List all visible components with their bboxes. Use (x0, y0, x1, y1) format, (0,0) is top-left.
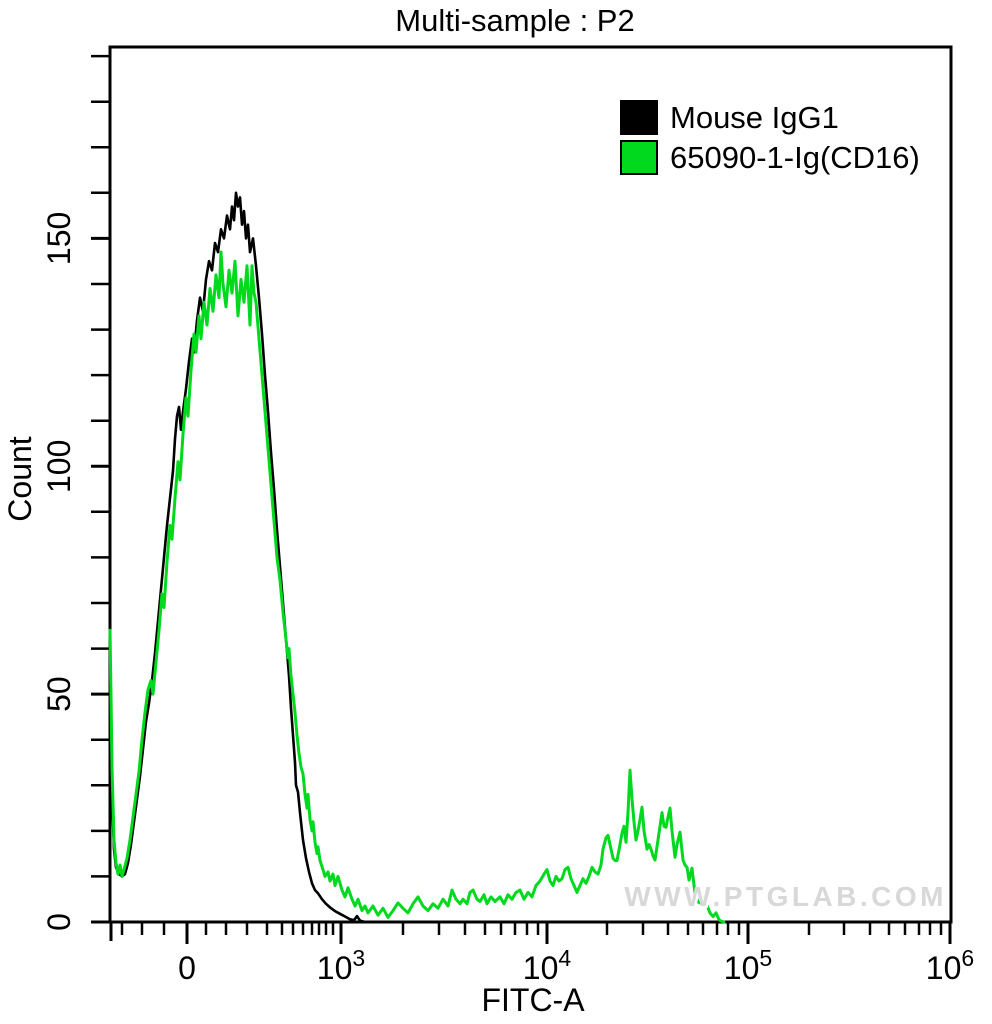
legend-label-mouse-igg1: Mouse IgG1 (670, 99, 839, 135)
y-axis-title: Count (2, 436, 38, 522)
x-tick-label: 106 (926, 945, 974, 986)
plot-axes-and-curves: 0 103 104 105 106 0 50 100 150 (41, 45, 974, 986)
y-tick-label: 0 (41, 913, 77, 931)
curve-series-1 (108, 250, 726, 924)
legend-swatch-mouse-igg1 (620, 100, 658, 135)
y-tick-label: 150 (41, 212, 77, 265)
plot-border (108, 45, 953, 924)
legend-swatch-cd16 (620, 140, 658, 175)
watermark-emboss: WWW.PTGLAB.COM (626, 883, 949, 914)
y-tick-label: 100 (41, 440, 77, 493)
chart-title: Multi-sample : P2 (395, 3, 634, 38)
x-axis-title: FITC-A (481, 982, 585, 1018)
x-tick-label: 0 (178, 950, 196, 986)
y-tick-label: 50 (41, 676, 77, 712)
x-tick-label: 103 (317, 945, 365, 986)
curve-series-0 (108, 191, 367, 924)
watermark: WWW.PTGLAB.COM (624, 881, 947, 912)
legend: Mouse IgG1 65090-1-Ig(CD16) (620, 99, 920, 179)
x-tick-label: 104 (523, 945, 572, 986)
legend-item-mouse-igg1: Mouse IgG1 (620, 99, 920, 136)
x-tick-label: 105 (724, 945, 772, 986)
legend-item-cd16: 65090-1-Ig(CD16) (620, 139, 920, 176)
legend-label-cd16: 65090-1-Ig(CD16) (670, 139, 920, 175)
